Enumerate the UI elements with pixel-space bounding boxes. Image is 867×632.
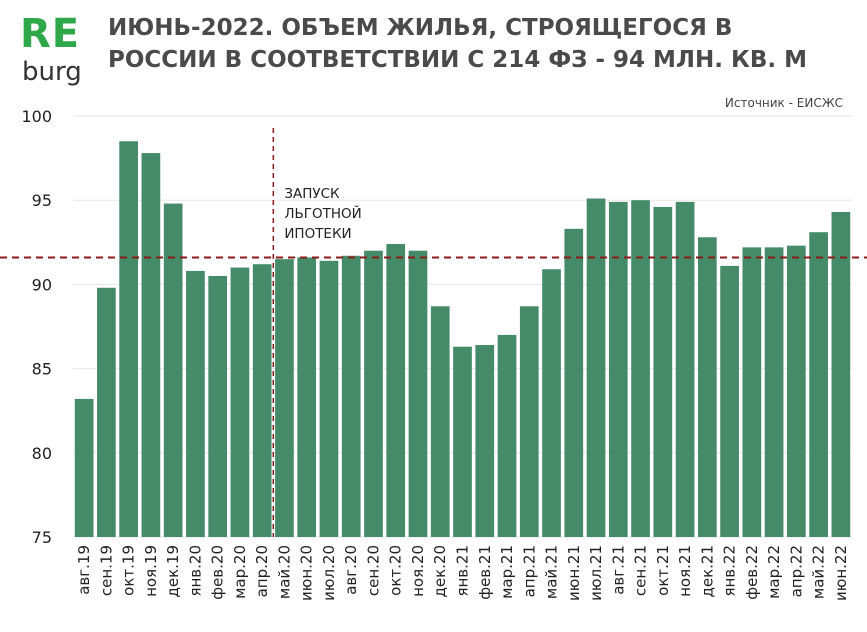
bar (119, 141, 138, 537)
bar (364, 250, 383, 537)
bar (631, 200, 650, 537)
bar (542, 269, 561, 537)
bar (230, 267, 250, 537)
x-tick-label: фев.21 (476, 545, 494, 600)
bar (275, 259, 294, 537)
bar (475, 345, 495, 537)
x-tick-label: окт.21 (654, 545, 672, 596)
bar (408, 250, 428, 537)
x-tick-label: авг.20 (342, 545, 360, 595)
x-tick-label: июн.21 (565, 545, 583, 601)
bar (74, 398, 94, 537)
x-tick-label: апр.21 (520, 545, 538, 597)
bar (297, 257, 317, 537)
bar (163, 203, 183, 537)
x-tick-label: ноя.21 (676, 545, 694, 597)
x-tick-label: ноя.20 (409, 545, 427, 597)
x-tick-label: янв.22 (721, 545, 739, 597)
bar (341, 255, 361, 537)
x-tick-label: май.21 (543, 545, 561, 599)
bar (787, 245, 806, 537)
x-tick-label: окт.20 (387, 545, 405, 596)
y-tick-label: 85 (32, 360, 52, 379)
bar (497, 334, 517, 537)
x-tick-label: апр.22 (787, 545, 805, 597)
source-note: Источник - ЕИСЖС (724, 96, 843, 110)
bar (697, 237, 717, 538)
x-tick-label: май.20 (275, 545, 293, 599)
bar (97, 287, 116, 537)
bar (453, 346, 472, 537)
x-tick-label: сен.20 (364, 545, 382, 596)
logo-burg: burg (22, 57, 82, 87)
logo: RE burg (20, 14, 90, 86)
event-label: ИПОТЕКИ (284, 226, 351, 242)
y-tick-label: 100 (21, 107, 52, 126)
bar (586, 198, 606, 538)
logo-re: RE (20, 11, 81, 57)
bar (742, 247, 762, 538)
bar (608, 201, 628, 537)
bar (675, 201, 695, 537)
x-tick-label: мар.20 (231, 545, 249, 599)
overlays: ЗАПУСК ЛЬГОТНОЙ ИПОТЕКИ (0, 128, 867, 537)
bar (564, 228, 584, 537)
x-tick-label: мар.21 (498, 545, 516, 599)
bar (430, 306, 450, 537)
x-tick-label: авг.21 (609, 545, 627, 595)
bar (809, 232, 828, 538)
x-axis: авг.19 сен.19 окт.19 ноя.19 дек.19 янв.20 фев.… (75, 545, 850, 601)
bar (319, 260, 339, 537)
bar (141, 153, 161, 537)
x-tick-label: дек.19 (164, 545, 182, 598)
bars (74, 141, 851, 538)
bar (208, 275, 228, 537)
x-tick-label: июл.20 (320, 545, 338, 601)
x-tick-label: июн.22 (832, 545, 850, 601)
x-tick-label: фев.22 (743, 545, 761, 600)
bar (653, 206, 673, 537)
x-tick-label: май.22 (810, 545, 828, 599)
y-tick-label: 95 (32, 191, 52, 210)
x-tick-label: авг.19 (75, 545, 93, 595)
chart-title: ИЮНЬ-2022. ОБЪЕМ ЖИЛЬЯ, СТРОЯЩЕГОСЯ В РО… (108, 15, 807, 73)
x-tick-label: сен.19 (97, 545, 115, 596)
x-tick-label: апр.20 (253, 545, 271, 597)
x-tick-label: ноя.19 (142, 545, 160, 597)
x-tick-label: мар.22 (765, 545, 783, 599)
x-tick-label: сен.21 (632, 545, 650, 596)
event-label: ЗАПУСК (284, 186, 340, 202)
bar (720, 265, 739, 537)
bar (252, 264, 272, 537)
bar (186, 270, 205, 537)
x-tick-label: дек.21 (698, 545, 716, 598)
x-tick-label: фев.20 (209, 545, 227, 600)
x-tick-label: янв.20 (186, 545, 204, 597)
y-axis: 75 80 85 90 95 100 (21, 107, 52, 547)
x-tick-label: июн.20 (298, 545, 316, 601)
bar (386, 243, 406, 537)
x-tick-label: янв.21 (454, 545, 472, 597)
bar (519, 306, 539, 537)
x-tick-label: июл.21 (587, 545, 605, 601)
bar (764, 247, 784, 538)
x-tick-label: дек.20 (431, 545, 449, 598)
bar (831, 211, 851, 537)
event-label: ЛЬГОТНОЙ (284, 204, 361, 222)
y-tick-label: 80 (32, 444, 52, 463)
y-tick-label: 90 (32, 275, 52, 294)
x-tick-label: окт.19 (120, 545, 138, 596)
y-tick-label: 75 (32, 528, 52, 547)
